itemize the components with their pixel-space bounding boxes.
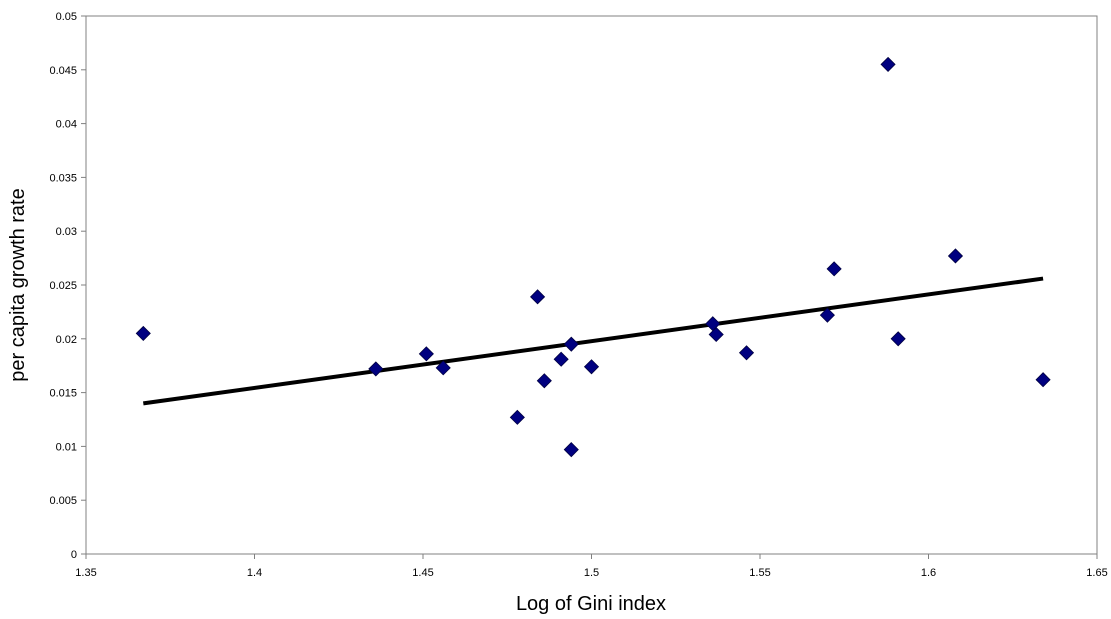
y-tick-label: 0: [71, 549, 77, 561]
y-tick-label: 0.02: [56, 334, 77, 346]
y-tick-label: 0.035: [49, 172, 77, 184]
y-tick-label: 0.045: [49, 65, 77, 77]
data-point: [708, 326, 724, 343]
trendline: [143, 276, 1044, 406]
x-tick-label: 1.5: [584, 567, 599, 579]
data-point: [826, 261, 842, 277]
trendline-layer: [143, 276, 1044, 406]
data-point: [563, 442, 579, 458]
x-axis: 1.35 1.4 1.45 1.5 1.55 1.6 1.65: [75, 553, 1108, 579]
x-tick-label: 1.4: [247, 567, 262, 579]
y-tick-label: 0.04: [56, 119, 77, 131]
data-point: [819, 307, 835, 323]
x-tick-label: 1.35: [75, 567, 96, 579]
y-tick-label: 0.05: [56, 11, 77, 23]
y-tick-label: 0.03: [56, 226, 77, 238]
data-point: [738, 345, 755, 361]
data-point: [368, 361, 384, 377]
x-tick-label: 1.65: [1086, 567, 1107, 579]
data-point: [880, 56, 896, 72]
data-point: [135, 325, 151, 341]
data-point: [563, 336, 579, 352]
y-axis-title: per capita growth rate: [7, 188, 29, 381]
data-point: [1035, 372, 1051, 388]
data-point: [435, 360, 451, 376]
plot-area: [85, 15, 1098, 555]
data-point: [553, 351, 569, 367]
y-tick-label: 0.025: [49, 280, 77, 292]
data-point: [509, 409, 525, 425]
y-axis: 0 0.005 0.01 0.015 0.02 0.025 0.03 0.035 0.04 0.0…: [49, 11, 87, 561]
x-axis-title: Log of Gini index: [516, 593, 666, 615]
data-point: [530, 289, 546, 305]
x-tick-label: 1.6: [921, 567, 936, 579]
y-tick-label: 0.01: [56, 441, 77, 453]
x-tick-label: 1.55: [749, 567, 770, 579]
x-tick-label: 1.45: [412, 567, 433, 579]
data-point: [583, 359, 600, 375]
data-point: [947, 248, 964, 264]
data-point: [536, 373, 552, 389]
y-tick-label: 0.015: [49, 388, 77, 400]
data-point: [890, 331, 906, 347]
y-tick-label: 0.005: [49, 495, 77, 507]
data-point: [418, 346, 434, 362]
data-points: [135, 56, 1051, 458]
